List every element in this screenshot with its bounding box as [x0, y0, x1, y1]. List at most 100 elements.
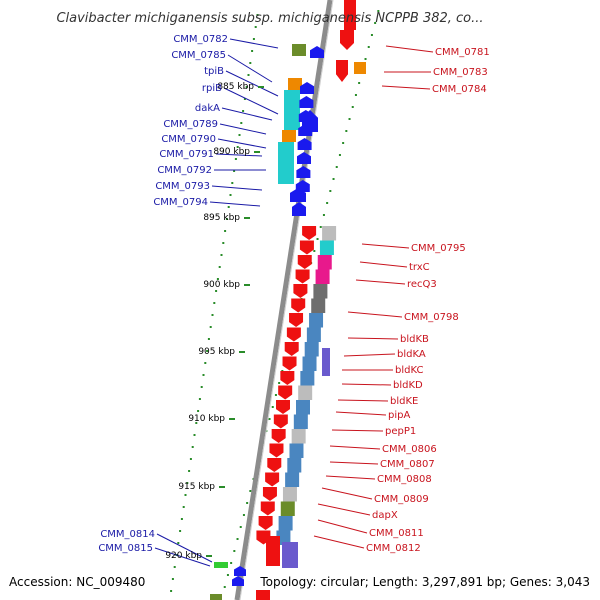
inner-dot — [209, 326, 212, 328]
outer-dot — [223, 586, 226, 588]
outer-dot — [338, 154, 341, 156]
gene-label-reverse: CMM_0784 — [432, 84, 487, 95]
gene-label-forward: CMM_0814 — [100, 529, 155, 540]
inner-dot — [224, 230, 227, 232]
inner-dot — [193, 434, 196, 436]
callout-line — [347, 337, 399, 340]
gene-arrow-reverse — [276, 400, 290, 414]
gene-box-feature — [304, 342, 319, 357]
gene-box-feature — [311, 298, 326, 313]
gene-arrow-reverse — [293, 284, 308, 298]
gene-arrow-forward — [299, 96, 314, 108]
callout-line — [355, 279, 406, 285]
inner-dot — [197, 410, 200, 412]
gene-label-reverse: CMM_0795 — [411, 243, 466, 254]
gene-label-reverse: CMM_0811 — [369, 528, 424, 539]
callout-line-layer — [154, 38, 434, 567]
accession-text: Accession: NC_009480 — [9, 575, 145, 589]
backbone-layer — [234, 0, 334, 600]
inner-dot — [238, 134, 241, 136]
callout-line — [317, 519, 368, 534]
callout-line — [329, 461, 379, 465]
outer-dot — [226, 574, 229, 576]
callout-line — [223, 87, 279, 115]
callout-line — [217, 138, 267, 149]
kbp-tick-label: 905 kbp — [198, 347, 235, 357]
inner-dot — [204, 362, 207, 364]
gene-box-feature — [300, 371, 315, 386]
outer-dot — [348, 118, 351, 120]
gene-box-feature — [317, 255, 332, 270]
kbp-tick-mark — [239, 351, 245, 353]
gene-box-feature — [287, 458, 302, 473]
outer-dot — [364, 58, 367, 60]
callout-line — [221, 107, 273, 121]
inner-dot — [236, 146, 239, 148]
gene-arrow-reverse — [295, 269, 310, 284]
gene-box-feature — [319, 240, 334, 255]
gene-arrow-forward — [310, 46, 324, 58]
kbp-tick-label: 885 kbp — [217, 82, 254, 92]
gene-arrow-reverse — [273, 414, 288, 429]
gene-label-forward: CMM_0791 — [159, 149, 214, 160]
gene-label-reverse: pepP1 — [385, 426, 416, 437]
outer-dot — [268, 418, 271, 420]
gene-label-forward: CMM_0792 — [157, 165, 212, 176]
gene-label-reverse: bldKB — [400, 334, 429, 345]
callout-line — [329, 445, 381, 450]
inner-dot — [191, 446, 194, 448]
gene-box-feature — [296, 400, 310, 415]
gene-box-feature — [291, 429, 306, 444]
callout-line — [154, 547, 211, 567]
outer-dot — [332, 178, 335, 180]
inner-dot — [206, 350, 209, 352]
gene-box-orange — [354, 62, 366, 74]
kbp-tick-label: 915 kbp — [178, 482, 215, 492]
gene-label-forward: CMM_0790 — [161, 134, 216, 145]
gene-label-reverse: dapX — [372, 510, 398, 521]
inner-dot — [242, 110, 245, 112]
inner-dot — [188, 470, 191, 472]
gene-label-forward: CMM_0793 — [155, 181, 210, 192]
gene-label-forward: CMM_0785 — [171, 50, 226, 61]
callout-line — [385, 45, 434, 53]
gene-arrow-reverse — [267, 458, 282, 472]
gene-label-reverse: CMM_0808 — [377, 474, 432, 485]
gene-label-reverse: CMM_0781 — [435, 47, 490, 58]
gene-box-cyan — [284, 90, 300, 130]
gene-arrow-forward — [297, 138, 312, 150]
inner-dot — [231, 182, 234, 184]
feature-layer — [210, 0, 366, 600]
gene-arrow-forward — [302, 110, 318, 132]
inner-dot — [213, 302, 216, 304]
gene-label-reverse: bldKC — [395, 365, 423, 376]
backbone — [234, 0, 333, 600]
callout-line — [156, 533, 213, 563]
inner-dot — [216, 278, 219, 280]
outer-dot — [329, 190, 332, 192]
gene-box-orange — [282, 130, 296, 142]
callout-line — [211, 185, 263, 191]
gene-box-feature — [298, 385, 313, 400]
gene-label-forward: CMM_0794 — [153, 197, 208, 208]
inner-dot — [182, 506, 185, 508]
gene-box-feature — [282, 487, 297, 502]
callout-line — [343, 353, 396, 357]
outer-dot — [345, 130, 348, 132]
outer-dot — [230, 562, 233, 564]
inner-dot — [198, 398, 201, 400]
gene-arrow-reverse — [265, 472, 280, 487]
callout-line — [361, 243, 410, 249]
outer-dot — [351, 106, 354, 108]
inner-dot — [245, 86, 248, 88]
gene-label-forward: CMM_0789 — [163, 119, 218, 130]
callout-line — [209, 201, 261, 207]
inner-dot — [179, 530, 182, 532]
gene-box-feature — [313, 284, 328, 299]
kbp-tick-label: 895 kbp — [203, 213, 240, 223]
inner-dot — [171, 578, 174, 580]
gene-arrow-reverse — [291, 298, 306, 313]
gene-label-reverse: pipA — [388, 410, 410, 421]
outer-dot — [374, 22, 377, 24]
outer-dot — [233, 550, 236, 552]
